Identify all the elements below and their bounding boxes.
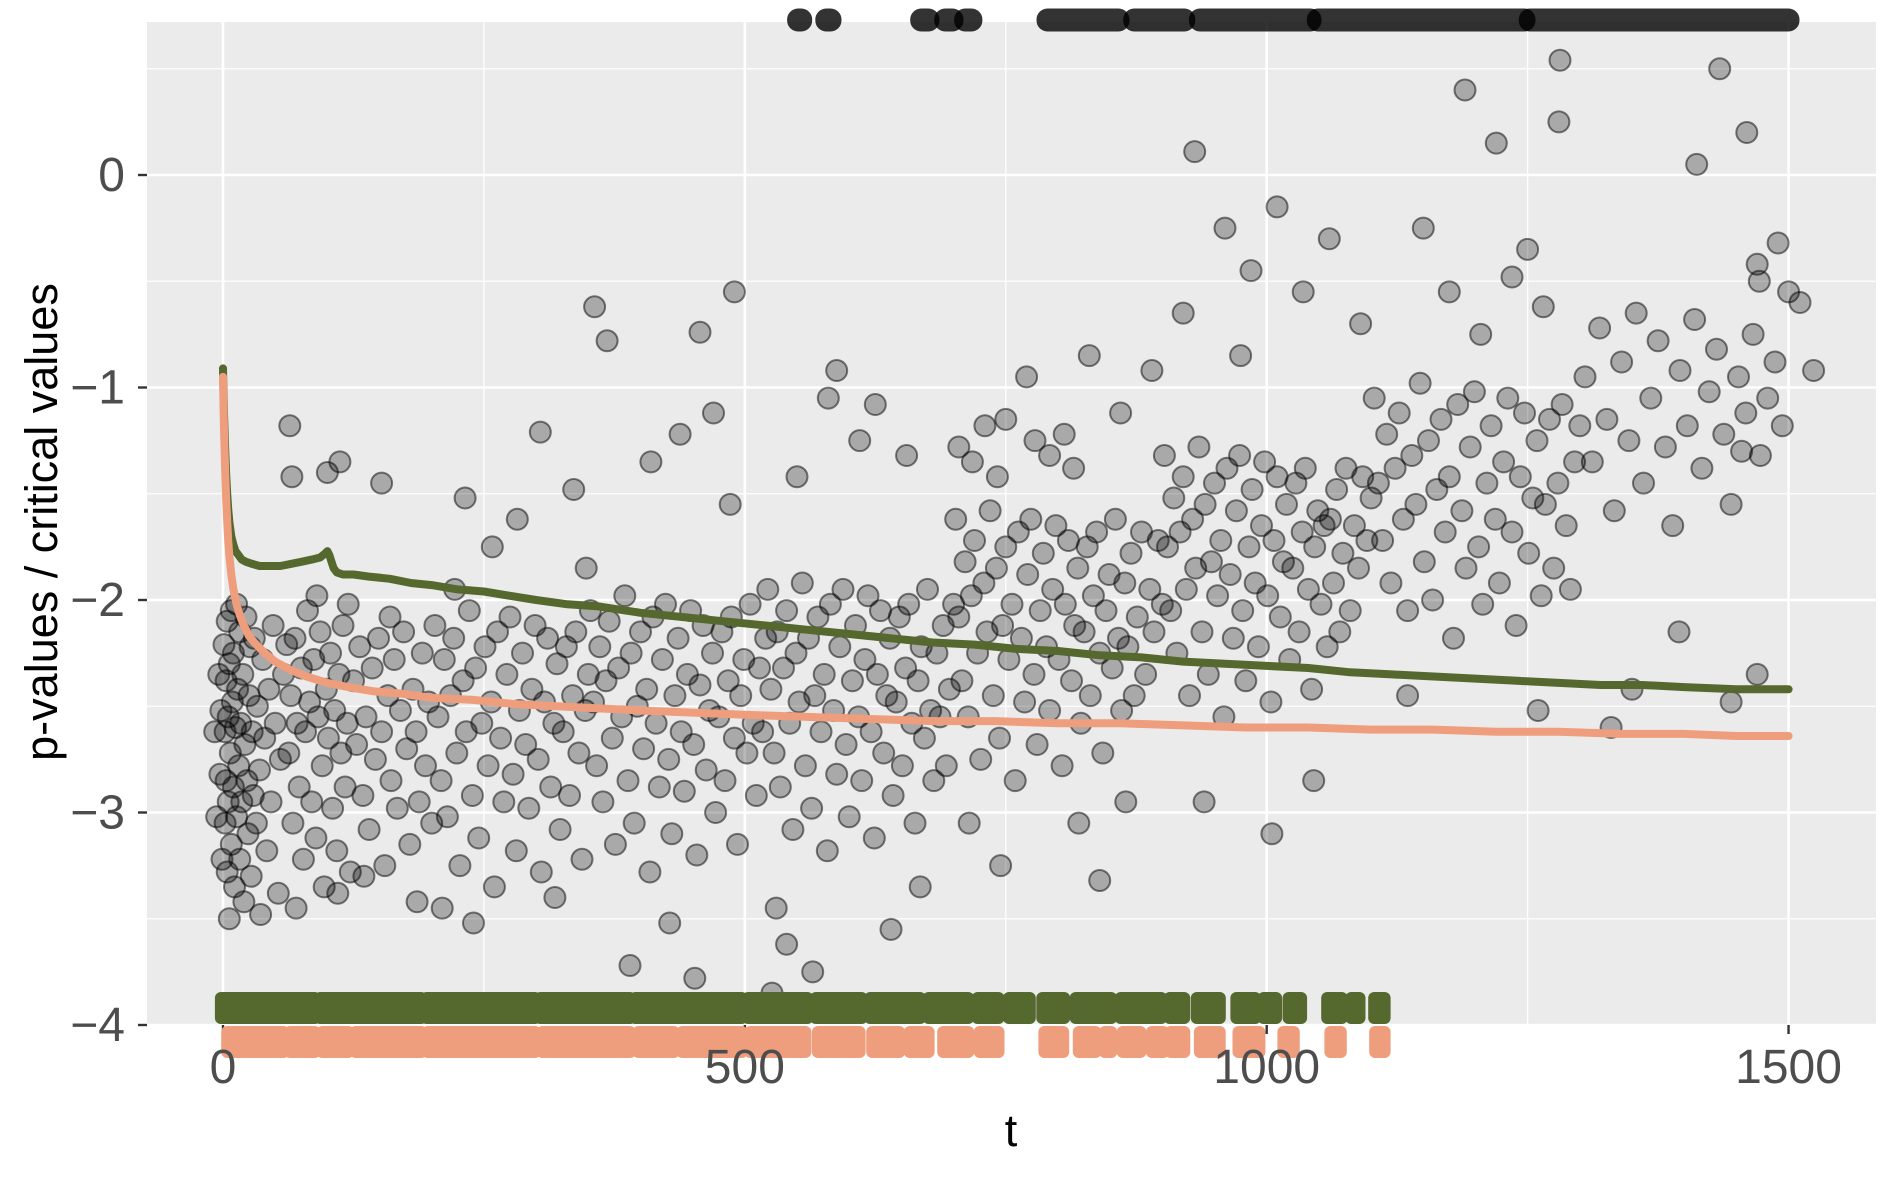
x-tick-label: 1000 bbox=[1213, 1041, 1320, 1094]
x-tick-label: 500 bbox=[705, 1041, 785, 1094]
series-p-values bbox=[203, 48, 1826, 1005]
y-tick-label: −2 bbox=[70, 574, 125, 627]
x-tick-label: 0 bbox=[210, 1041, 237, 1094]
series-bottom-rug-green bbox=[214, 992, 1391, 1024]
series-top-rug-rejections bbox=[787, 8, 1800, 32]
tick-labels: 0 500 1000 1500 0 −1 −2 −3 −4 bbox=[70, 149, 1842, 1094]
y-tick-label: −3 bbox=[70, 787, 125, 840]
series-critical-value-green bbox=[219, 364, 1793, 694]
y-axis-title: p-values / critical values bbox=[16, 283, 67, 761]
x-tick-label: 1500 bbox=[1735, 1041, 1842, 1094]
series-critical-value-salmon bbox=[219, 372, 1793, 740]
series-bottom-rug-salmon bbox=[221, 1026, 1391, 1058]
y-tick-label: −4 bbox=[70, 999, 125, 1052]
y-tick-label: 0 bbox=[98, 149, 125, 202]
y-tick-label: −1 bbox=[70, 362, 125, 415]
x-axis-title: t bbox=[1004, 1105, 1018, 1156]
